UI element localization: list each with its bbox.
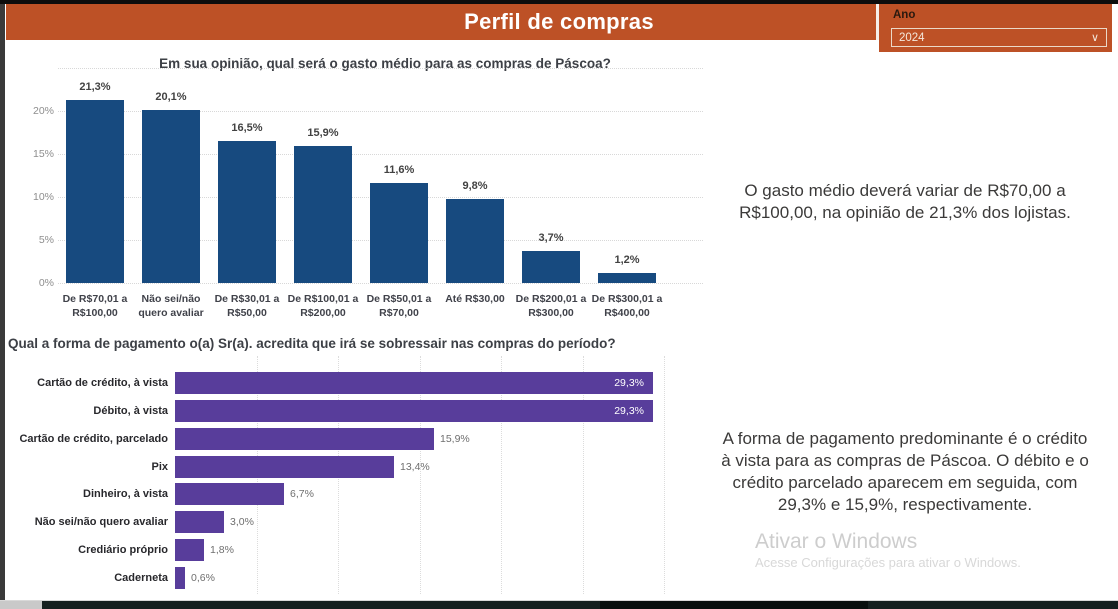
gridline-v <box>501 356 503 594</box>
bar-value-label: 15,9% <box>307 127 339 139</box>
bar[interactable] <box>66 100 124 283</box>
bar-value-label: 29,3% <box>614 405 644 417</box>
y-axis-category-label: Cartão de crédito, à vista <box>37 377 168 389</box>
taskbar-dark-segment <box>600 601 868 609</box>
bar[interactable] <box>175 372 653 394</box>
bar-value-label: 13,4% <box>400 461 430 473</box>
gridline-v <box>419 356 421 594</box>
bar[interactable] <box>175 539 204 561</box>
chart2-title: Qual a forma de pagamento o(a) Sr(a). ac… <box>8 336 616 351</box>
bar-value-label: 6,7% <box>290 488 314 500</box>
y-axis-category-label: Dinheiro, à vista <box>83 488 168 500</box>
window-left-border <box>0 4 5 601</box>
year-dropdown[interactable]: 2024 ∨ <box>891 28 1107 47</box>
bar-value-label: 9,8% <box>462 180 488 192</box>
gridline-v <box>582 356 584 594</box>
bar[interactable] <box>175 567 185 589</box>
bar-value-label: 3,0% <box>230 516 254 528</box>
gridline-h <box>58 111 703 112</box>
chart1-title: Em sua opinião, qual será o gasto médio … <box>159 56 611 71</box>
bar[interactable] <box>175 400 653 422</box>
x-axis-category-label: De R$70,01 a R$100,00 <box>62 293 128 319</box>
bar[interactable] <box>175 511 224 533</box>
bar[interactable] <box>175 428 434 450</box>
year-slicer-label: Ano <box>893 9 916 21</box>
x-axis-category-label: De R$30,01 a R$50,00 <box>214 293 280 319</box>
y-axis-category-label: Débito, à vista <box>93 405 168 417</box>
bar-value-label: 11,6% <box>383 164 415 176</box>
x-axis-category-label: Não sei/não quero avaliar <box>138 293 204 319</box>
y-axis-tick-label: 0% <box>38 277 54 289</box>
bar[interactable] <box>294 146 352 283</box>
bar-value-label: 0,6% <box>191 572 215 584</box>
y-axis-tick-label: 5% <box>38 234 54 246</box>
y-axis-category-label: Cartão de crédito, parcelado <box>19 433 168 445</box>
gridline-v <box>664 356 666 594</box>
bar-value-label: 15,9% <box>440 433 470 445</box>
chevron-down-icon[interactable]: ∨ <box>1090 32 1099 44</box>
page-title: Perfil de compras <box>464 9 654 34</box>
y-axis-tick-label: 20% <box>32 105 54 117</box>
bar-value-label: 29,3% <box>614 377 644 389</box>
spending-insight-text: O gasto médio deverá variar de R$70,00 a… <box>739 181 1071 222</box>
bar-value-label: 21,3% <box>79 81 111 93</box>
x-axis-category-label: De R$50,01 a R$70,00 <box>366 293 432 319</box>
bar[interactable] <box>175 456 394 478</box>
x-axis-category-label: De R$100,01 a R$200,00 <box>287 293 359 319</box>
windows-activation-watermark: Ativar o Windows <box>755 530 918 553</box>
gridline-h <box>58 68 703 69</box>
y-axis-tick-label: 15% <box>32 148 54 160</box>
bar-value-label: 20,1% <box>155 91 187 103</box>
taskbar-segment <box>868 601 1118 609</box>
taskbar-segment <box>42 601 600 609</box>
bottom-edge-line <box>0 600 1118 601</box>
header-divider <box>876 4 879 40</box>
gridline-h <box>58 154 703 155</box>
window-top-border <box>0 0 1118 4</box>
bar[interactable] <box>218 141 276 283</box>
windows-activation-subtext: Acesse Configurações para ativar o Windo… <box>755 555 1021 570</box>
taskbar-left-segment <box>0 601 42 609</box>
y-axis-category-label: Pix <box>151 461 168 473</box>
bar[interactable] <box>598 273 656 283</box>
x-axis-category-label: Até R$30,00 <box>445 293 505 305</box>
bar[interactable] <box>446 199 504 283</box>
y-axis-category-label: Não sei/não quero avaliar <box>34 516 168 528</box>
y-axis-category-label: Crediário próprio <box>78 544 168 556</box>
bar-value-label: 1,8% <box>210 544 234 556</box>
payment-insight-text: A forma de pagamento predominante é o cr… <box>721 429 1089 514</box>
bar-value-label: 3,7% <box>538 232 564 244</box>
year-dropdown-value: 2024 <box>899 32 925 44</box>
bar-value-label: 1,2% <box>614 254 640 266</box>
gridline-h <box>58 283 703 284</box>
y-axis-tick-label: 10% <box>32 191 54 203</box>
bar[interactable] <box>175 483 284 505</box>
bar[interactable] <box>370 183 428 283</box>
bar[interactable] <box>142 110 200 283</box>
bar-value-label: 16,5% <box>231 122 263 134</box>
x-axis-category-label: De R$200,01 a R$300,00 <box>515 293 587 319</box>
bar[interactable] <box>522 251 580 283</box>
x-axis-category-label: De R$300,01 a R$400,00 <box>591 293 663 319</box>
y-axis-category-label: Caderneta <box>114 572 168 584</box>
